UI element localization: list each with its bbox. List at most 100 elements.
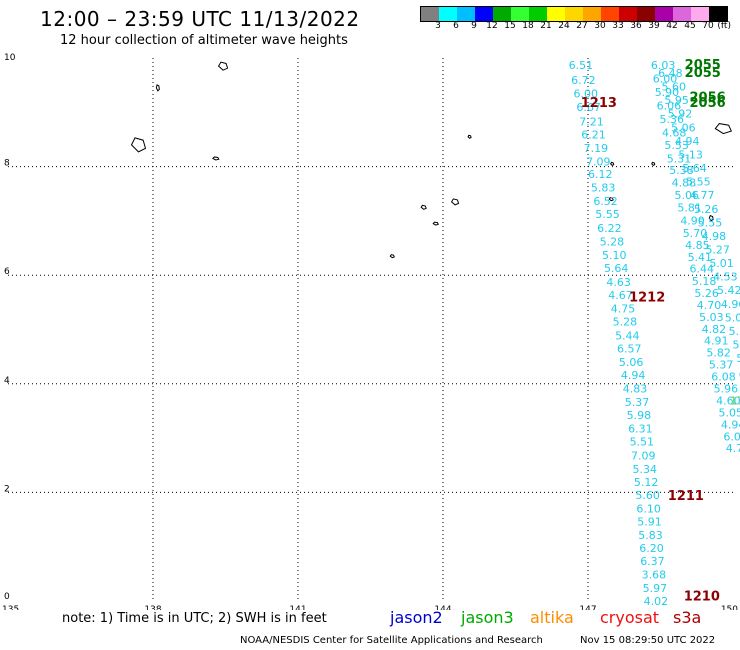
legend-swatch	[655, 7, 673, 21]
legend-label: 70	[702, 21, 714, 31]
wave-height-value: 5.91	[637, 516, 662, 529]
legend-swatch	[511, 7, 529, 21]
legend-label: 9	[471, 21, 477, 31]
satellite-jason2-label: jason2	[390, 608, 443, 627]
lat-tick-label: 2	[4, 484, 10, 494]
island-outline	[714, 123, 733, 135]
lat-tick-label: 10	[4, 53, 16, 63]
wave-height-value: 4.83	[623, 382, 648, 395]
wave-height-value: 5.28	[613, 316, 638, 329]
wave-height-value: 4.91	[704, 335, 729, 348]
legend-label: 39	[648, 21, 660, 31]
legend-swatch	[475, 7, 493, 21]
wave-height-value: 5.38	[733, 339, 740, 352]
wave-height-value: 4.63	[606, 276, 631, 289]
wave-height-value: 5.60	[635, 489, 660, 502]
pass-time-label: 1210	[684, 589, 720, 604]
wave-height-value: 5.55	[686, 176, 711, 189]
wave-height-value: 4.90	[680, 215, 705, 228]
pass-time-label: 1213	[581, 96, 617, 111]
lon-tick-label: 147	[579, 605, 596, 610]
legend-label: 21	[540, 21, 552, 31]
wave-height-value: 4.68	[662, 127, 687, 140]
wave-height-value: 4.88	[672, 177, 697, 190]
wave-height-value: 6.48	[658, 67, 683, 80]
wave-height-value: 5.51	[630, 436, 655, 449]
wave-height-value: 6.01	[723, 430, 740, 443]
wave-height-value: 4.94	[721, 418, 740, 431]
lat-tick-label: 0	[4, 592, 10, 602]
wave-height-value: 5.36	[660, 113, 685, 126]
pass-time-label: 2056	[690, 90, 726, 105]
wave-height-value: 5.81	[677, 202, 702, 215]
lat-tick-label: 8	[4, 159, 10, 169]
island-outline	[389, 254, 395, 259]
legend-swatch	[565, 7, 583, 21]
legend-label: 30	[594, 21, 606, 31]
wave-height-value: 5.13	[678, 148, 703, 161]
legend-swatch	[583, 7, 601, 21]
lon-tick-label: 141	[289, 605, 306, 610]
wave-height-value: 5.28	[600, 235, 625, 248]
wave-height-value: 6.21	[581, 128, 606, 141]
pass-time-label: 2055	[685, 58, 721, 73]
wave-height-value: 6.31	[628, 423, 653, 436]
wave-height-value: 6.12	[588, 168, 613, 181]
wave-height-value: 4.53	[713, 271, 738, 284]
footer-timestamp: Nov 15 08:29:50 UTC 2022	[580, 635, 716, 646]
legend-label: 45	[684, 21, 696, 31]
pass-time-label: 2056	[690, 96, 726, 111]
wave-height-value: 5.10	[602, 249, 627, 262]
wave-height-value: 4.94	[621, 369, 646, 382]
legend-swatch	[691, 7, 709, 21]
wave-height-value: 5.06	[725, 311, 740, 324]
lat-tick-label: 4	[4, 376, 10, 386]
island-outline	[130, 137, 147, 153]
wave-height-value: 5.37	[709, 359, 734, 372]
legend-swatch	[601, 7, 619, 21]
wave-height-value: 5.37	[625, 396, 650, 409]
island-outlines	[130, 61, 733, 259]
wave-height-value: 5.22	[729, 325, 740, 338]
wave-height-value: 5.06	[619, 356, 644, 369]
color-legend-bar	[420, 6, 728, 22]
island-outline	[467, 134, 472, 139]
wave-height-observations: 6.516.726.006.677.216.217.197.096.125.83…	[569, 59, 740, 610]
wave-height-value: 6.10	[636, 502, 661, 515]
page-title: 12:00 – 23:59 UTC 11/13/2022	[40, 7, 360, 31]
wave-height-value: 6.20	[639, 542, 664, 555]
wave-height-value: 5.96	[714, 382, 739, 395]
wave-height-value: 5.55	[698, 216, 723, 229]
legend-label: 36	[630, 21, 642, 31]
wave-height-value: 3.68	[642, 569, 667, 582]
satellite-cryosat-label: cryosat	[600, 608, 660, 627]
wave-height-value: 5.83	[591, 182, 616, 195]
island-outline	[155, 84, 160, 92]
wave-height-value: 5.26	[694, 287, 719, 300]
wave-height-value: 7.21	[579, 115, 604, 128]
wave-height-value: 5.95	[664, 94, 689, 107]
legend-label: 27	[576, 21, 588, 31]
satellite-s3a-label: s3a	[673, 608, 702, 627]
wave-height-value: 4.77	[690, 189, 715, 202]
wave-height-value: 5.01	[709, 257, 734, 270]
wave-height-value: 6.51	[569, 59, 594, 72]
lon-tick-label: 138	[144, 605, 161, 610]
wave-height-value: 6.72	[571, 74, 596, 87]
wave-height-value: 4.67	[608, 289, 633, 302]
footer-note: note: 1) Time is in UTC; 2) SWH is in fe…	[62, 611, 327, 626]
legend-label: (ft)	[717, 21, 731, 31]
wave-height-value: 5.98	[627, 409, 652, 422]
wave-height-value: 4.98	[702, 230, 727, 243]
lat-tick-label: 6	[4, 267, 10, 277]
wave-height-value: 5.21	[736, 352, 740, 365]
wave-height-value: 5.97	[643, 582, 668, 595]
legend-label: 3	[435, 21, 441, 31]
pass-time-labels: 1213121212111210205520552056205620572057	[581, 58, 726, 605]
wave-height-value: 5.38	[669, 164, 694, 177]
wave-height-value: 5.83	[638, 529, 663, 542]
map-grid: 135 138 141 144 147 150 0 2 4 6 8 10	[2, 53, 738, 610]
wave-height-value: 5.70	[683, 227, 708, 240]
wave-height-value: 4.70	[697, 299, 722, 312]
